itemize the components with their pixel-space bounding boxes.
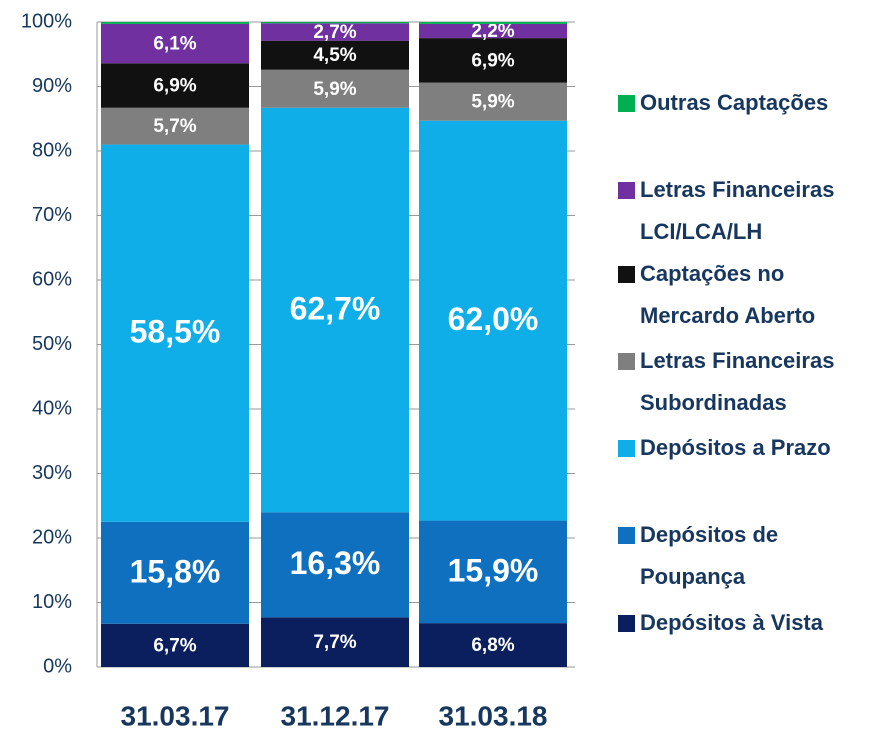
y-tick-label: 20%: [32, 526, 72, 548]
bar-segment: [101, 63, 249, 108]
bar-segment: [101, 144, 249, 522]
data-label: 6,1%: [153, 34, 196, 55]
legend-label: Letras Financeiras LCI/LCA/LH: [640, 177, 835, 244]
bar-segment: [261, 69, 409, 108]
legend-swatch: [618, 95, 635, 112]
data-label: 2,7%: [313, 22, 356, 43]
bar-segment: [419, 623, 567, 667]
bar-segment: [261, 23, 409, 41]
legend-label: Depósitos de Poupança: [640, 522, 779, 589]
data-label: 15,9%: [448, 552, 539, 588]
bar-segment: [419, 38, 567, 83]
data-label: 4,5%: [313, 45, 356, 66]
data-label: 62,0%: [448, 301, 539, 337]
y-tick-label: 70%: [32, 204, 72, 226]
bar-segment: [101, 623, 249, 667]
data-label: 5,9%: [471, 92, 514, 113]
legend-label: Depósitos à Vista: [640, 610, 823, 635]
legend-swatch: [618, 527, 635, 544]
x-tick-label: 31.03.17: [121, 700, 230, 730]
bar-segment: [419, 22, 567, 24]
data-label: 2,2%: [471, 21, 514, 42]
y-tick-label: 100%: [21, 10, 72, 32]
bar-segment: [101, 521, 249, 624]
y-tick-label: 10%: [32, 591, 72, 613]
data-label: 15,8%: [130, 553, 221, 589]
y-tick-label: 40%: [32, 397, 72, 419]
bar-segment: [261, 512, 409, 618]
data-label: 5,7%: [153, 116, 196, 137]
data-label: 62,7%: [290, 290, 381, 326]
legend-label: Letras Financeiras Subordinadas: [640, 348, 835, 415]
legend-swatch: [618, 353, 635, 370]
data-label: 6,7%: [153, 635, 196, 656]
y-tick-label: 60%: [32, 268, 72, 290]
y-tick-label: 90%: [32, 75, 72, 97]
bar-segment: [101, 23, 249, 64]
legend-label: Outras Captações: [640, 90, 829, 115]
data-label: 6,9%: [471, 50, 514, 71]
y-tick-label: 80%: [32, 139, 72, 161]
legend-swatch: [618, 440, 635, 457]
bar-segment: [101, 107, 249, 145]
bar-segment: [101, 22, 249, 24]
data-label: 7,7%: [313, 632, 356, 653]
bar-segment: [419, 520, 567, 624]
data-label: 58,5%: [130, 314, 221, 350]
bar-segment: [419, 120, 567, 521]
data-label: 5,9%: [313, 79, 356, 100]
legend-swatch: [618, 615, 635, 632]
bar-segment: [419, 23, 567, 39]
legend-label: Captações no Mercardo Aberto: [640, 261, 816, 328]
bar-segment: [419, 82, 567, 121]
x-tick-label: 31.03.18: [439, 700, 548, 730]
data-label: 6,9%: [153, 76, 196, 97]
bar-segment: [261, 40, 409, 70]
x-tick-label: 31.12.17: [281, 700, 390, 730]
data-label: 16,3%: [290, 545, 381, 581]
legend-swatch: [618, 266, 635, 283]
bar-segment: [261, 617, 409, 667]
bar-segment: [261, 107, 409, 513]
y-tick-label: 50%: [32, 333, 72, 355]
y-tick-label: 30%: [32, 462, 72, 484]
legend-swatch: [618, 182, 635, 199]
y-tick-label: 0%: [43, 655, 72, 677]
data-label: 6,8%: [471, 635, 514, 656]
bar-segment: [261, 22, 409, 24]
legend-label: Depósitos a Prazo: [640, 435, 831, 460]
